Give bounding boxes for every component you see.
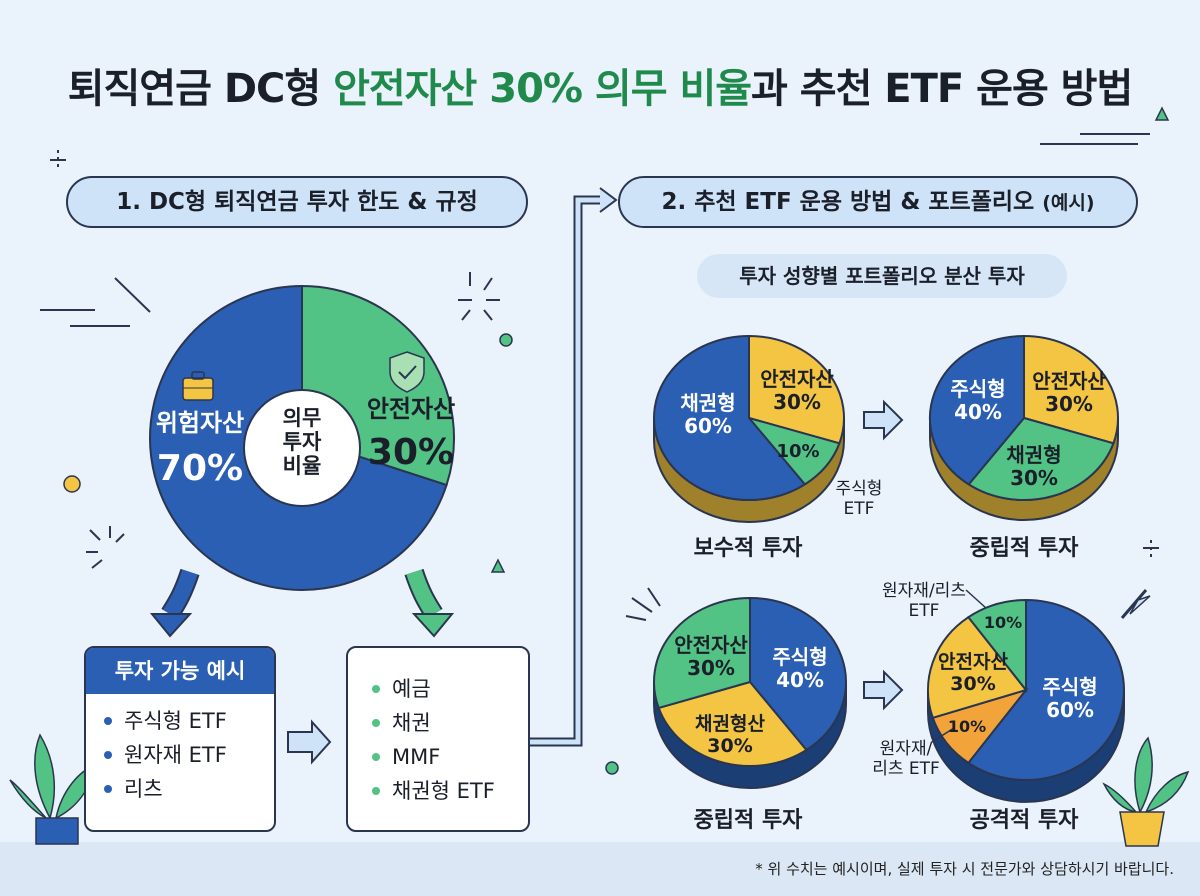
list-item: 예금 bbox=[372, 672, 528, 706]
green-dot-decor bbox=[499, 333, 513, 347]
neu2-safe-slice bbox=[653, 596, 751, 710]
arrow-right-icon bbox=[287, 719, 332, 765]
sparkle-icon bbox=[1143, 540, 1159, 558]
agg-safe-label: 안전자산 30% bbox=[938, 651, 1008, 695]
neutral2-caption: 중립적 투자 bbox=[693, 808, 803, 833]
footer-band bbox=[0, 842, 1200, 896]
agg-safe-slice bbox=[927, 615, 1028, 720]
arrow-to-safe-box bbox=[406, 569, 441, 619]
cons-stock-callout: 주식형 ETF bbox=[835, 479, 883, 519]
neu1-safe-slice bbox=[1023, 334, 1119, 445]
list-item: 채권형 ETF bbox=[372, 774, 528, 808]
green-dot-decor bbox=[605, 761, 619, 775]
callout-line bbox=[931, 727, 955, 743]
cons-safe-label: 안전자산 30% bbox=[760, 367, 834, 414]
decor-lines-left bbox=[40, 277, 151, 327]
bullet-icon bbox=[104, 751, 112, 759]
shield-check-icon bbox=[389, 351, 425, 393]
pie-center-label: 의무 투자 비율 bbox=[282, 406, 322, 479]
conservative-caption: 보수적 투자 bbox=[693, 536, 803, 561]
burst-icon-portfolio bbox=[625, 587, 661, 621]
risk-examples-box: 투자 가능 예시 주식형 ETF 원자재 ETF 리츠 bbox=[84, 646, 276, 832]
list-item: 리츠 bbox=[104, 772, 274, 806]
arrow-right-icon bbox=[863, 399, 904, 441]
risk-asset-label: 위험자산 bbox=[155, 409, 245, 437]
neu2-bond-slice bbox=[657, 680, 808, 767]
neu2-stock-slice bbox=[749, 596, 847, 752]
arrow-to-risk-box bbox=[163, 569, 198, 619]
triangle-decor-icon bbox=[490, 558, 506, 573]
risk-box-title: 투자 가능 예시 bbox=[86, 648, 274, 694]
plant-left-icon bbox=[9, 733, 98, 845]
triangle-decor-icon bbox=[1154, 106, 1170, 121]
burst-icon-left bbox=[86, 526, 125, 569]
bullet-icon bbox=[104, 785, 112, 793]
agg-reits-slice bbox=[966, 598, 1027, 693]
aggressive-pie-chart bbox=[927, 598, 1125, 803]
decor-lines-top-right bbox=[1040, 133, 1150, 145]
safe-examples-box: 예금 채권 MMF 채권형 ETF bbox=[346, 646, 530, 832]
agg-stock-label: 주식형 60% bbox=[1042, 675, 1098, 722]
yellow-dot-decor bbox=[63, 475, 81, 493]
bullet-icon bbox=[372, 719, 380, 727]
section2-title: 2. 추천 ETF 운용 방법 & 포트폴리오 (예시) bbox=[618, 176, 1138, 228]
cons-bond-slice bbox=[653, 334, 807, 501]
neu2-stock-label: 주식형 40% bbox=[772, 645, 828, 692]
bullet-icon bbox=[372, 685, 380, 693]
neu2-bond-label: 채권형산 30% bbox=[695, 713, 765, 757]
agg-commodity-value: 10% bbox=[947, 717, 987, 736]
bullet-icon bbox=[104, 717, 112, 725]
list-item: 채권 bbox=[372, 706, 528, 740]
safe-asset-label: 안전자산 bbox=[366, 395, 456, 423]
bullet-icon bbox=[372, 787, 380, 795]
conservative-pie-chart bbox=[653, 334, 845, 523]
neu2-safe-label: 안전자산 30% bbox=[674, 633, 748, 680]
burst-icon bbox=[458, 272, 500, 321]
bullet-icon bbox=[372, 753, 380, 761]
arrow-right-icon bbox=[863, 669, 904, 711]
main-pie-chart bbox=[149, 284, 455, 591]
neu1-bond-slice bbox=[967, 416, 1115, 501]
callout-line bbox=[965, 589, 987, 609]
neu1-safe-label: 안전자산 30% bbox=[1032, 369, 1106, 416]
decor-slash bbox=[1120, 589, 1148, 619]
neutral-pie-chart-1 bbox=[929, 334, 1119, 521]
cons-bond-label: 채권형 60% bbox=[680, 391, 736, 438]
aggressive-caption: 공격적 투자 bbox=[969, 808, 1079, 833]
cons-stock-value: 10% bbox=[776, 441, 820, 462]
list-item: 주식형 ETF bbox=[104, 704, 274, 738]
neutral1-caption: 중립적 투자 bbox=[969, 536, 1079, 561]
agg-top-callout: 원자재/리츠 ETF bbox=[882, 581, 966, 621]
pie-center-circle bbox=[243, 389, 361, 507]
page-title: 퇴직연금 DC형 안전자산 30% 의무 비율과 추천 ETF 운용 방법 bbox=[67, 66, 1134, 112]
section2-subtitle: 투자 성향별 포트폴리오 분산 투자 bbox=[697, 254, 1067, 298]
agg-stock-slice bbox=[966, 598, 1125, 781]
safe-asset-value: 30% bbox=[367, 432, 455, 473]
briefcase-icon bbox=[182, 371, 214, 401]
connector-arrow bbox=[528, 197, 606, 745]
list-item: 원자재 ETF bbox=[104, 738, 274, 772]
plant-right-icon bbox=[1102, 736, 1190, 847]
agg-bottom-callout: 원자재/리츠 ETF bbox=[872, 739, 940, 779]
section1-title: 1. DC형 퇴직연금 투자 한도 & 규정 bbox=[66, 176, 528, 228]
list-item: MMF bbox=[372, 740, 528, 774]
neu1-stock-slice bbox=[929, 334, 1025, 486]
agg-reits-value: 10% bbox=[983, 613, 1023, 632]
risk-asset-value: 70% bbox=[156, 448, 244, 489]
cons-safe-slice bbox=[748, 334, 845, 445]
neutral-pie-chart-2 bbox=[653, 596, 847, 789]
neu1-bond-label: 채권형 30% bbox=[1006, 443, 1062, 490]
sparkle-icon bbox=[50, 150, 66, 170]
footnote: * 위 수치는 예시이며, 실제 투자 시 전문가와 상담하시기 바랍니다. bbox=[755, 860, 1174, 878]
neu1-stock-label: 주식형 40% bbox=[950, 377, 1006, 424]
